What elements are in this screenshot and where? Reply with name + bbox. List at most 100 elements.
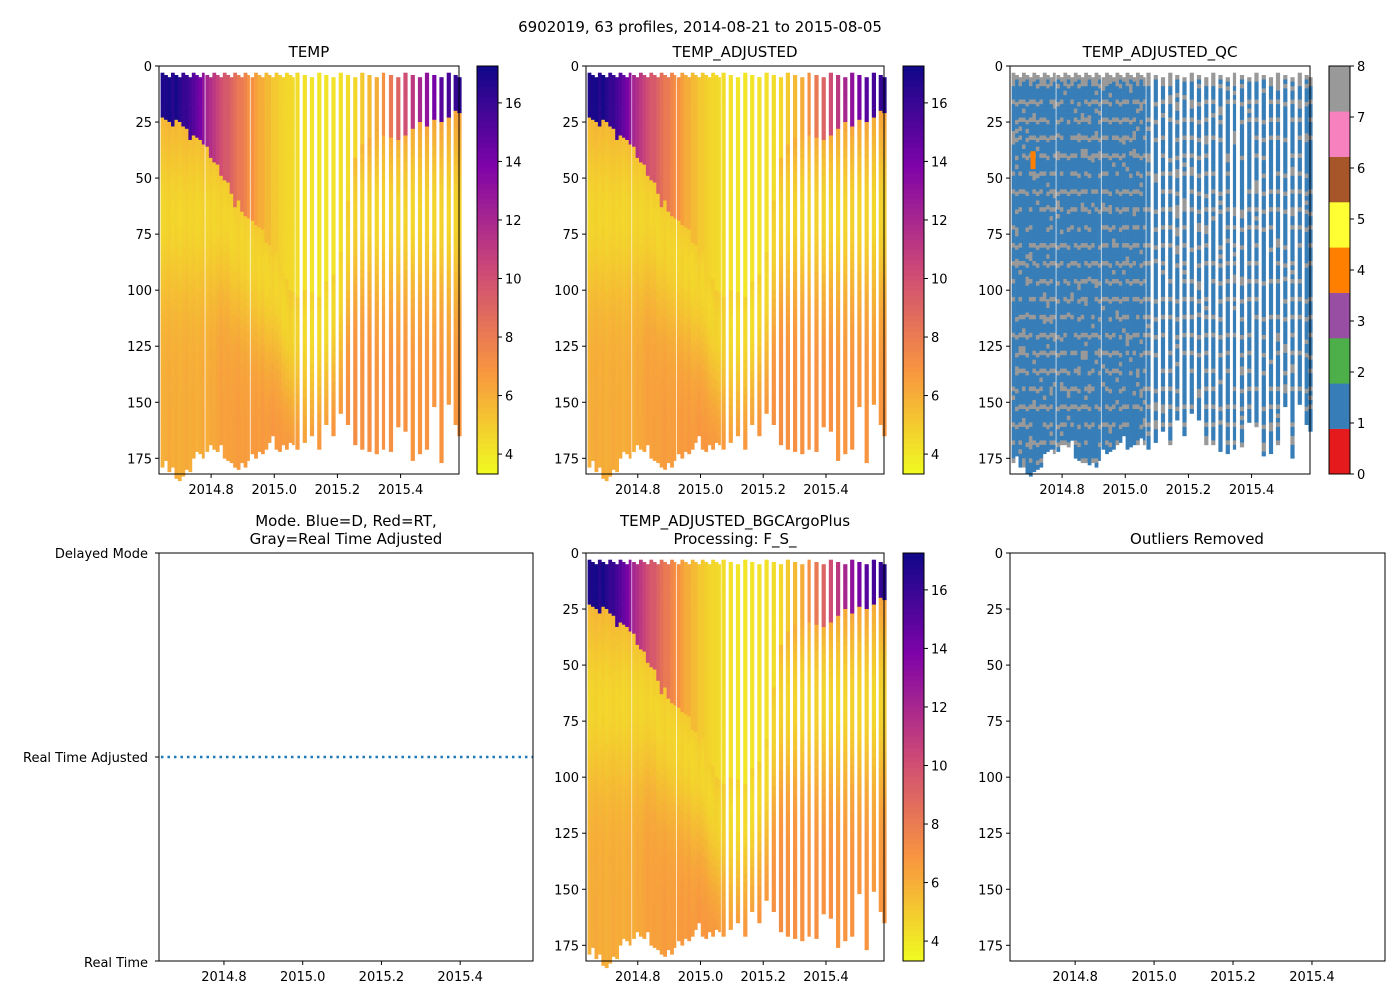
heatmap-cell (208, 283, 213, 293)
heatmap-cell (453, 370, 458, 381)
heatmap-cell (750, 137, 755, 147)
heatmap-cell (381, 359, 386, 369)
heatmap-cell (396, 400, 401, 410)
heatmap-cell (254, 395, 258, 405)
heatmap-cell (778, 220, 784, 230)
heatmap-cell (666, 211, 671, 221)
heatmap-cell (793, 254, 798, 264)
heatmap-cell (295, 216, 300, 226)
heatmap-cell (198, 157, 203, 168)
heatmap-cell (302, 75, 307, 85)
heatmap-cell (757, 426, 762, 437)
heatmap-cell (222, 359, 227, 369)
heatmap-cell (750, 263, 755, 273)
heatmap-cell (700, 234, 705, 244)
heatmap-cell (250, 247, 255, 257)
heatmap-cell (177, 211, 182, 221)
heatmap-cell (677, 247, 681, 257)
heatmap-cell (174, 317, 179, 327)
heatmap-cell (201, 153, 205, 163)
heatmap-cell (639, 99, 643, 109)
heatmap-cell (694, 397, 698, 408)
heatmap-cell (198, 418, 203, 428)
heatmap-cell (417, 274, 423, 284)
heatmap-cell (649, 359, 654, 369)
heatmap-cell (807, 216, 811, 226)
heatmap-cell (594, 337, 599, 347)
heatmap-cell (174, 200, 179, 210)
heatmap-cell (274, 90, 279, 100)
heatmap-cell (177, 301, 182, 311)
heatmap-cell (236, 272, 241, 282)
heatmap-cell (288, 397, 293, 408)
heatmap-cell (645, 166, 650, 177)
heatmap-cell (652, 344, 657, 354)
heatmap-cell (632, 281, 636, 291)
heatmap-cell (771, 173, 776, 183)
heatmap-cell (261, 104, 265, 114)
heatmap-cell (673, 424, 677, 434)
heatmap-cell (261, 301, 265, 311)
heatmap-cell (261, 373, 265, 383)
heatmap-cell (680, 180, 685, 190)
heatmap-cell (587, 144, 592, 154)
heatmap-cell (417, 113, 423, 123)
heatmap-cell (604, 122, 609, 132)
heatmap-cell (374, 211, 379, 221)
heatmap-cell (683, 290, 688, 300)
heatmap-cell (191, 270, 196, 280)
heatmap-cell (721, 323, 726, 334)
heatmap-cell (257, 236, 262, 246)
heatmap-cell (254, 413, 258, 423)
heatmap-cell (604, 77, 609, 87)
heatmap-cell (215, 299, 220, 309)
heatmap-cell (439, 77, 444, 87)
heatmap-cell (680, 431, 685, 441)
heatmap-cell (191, 216, 196, 226)
heatmap-cell (247, 155, 250, 165)
heatmap-cell (331, 400, 336, 410)
heatmap-cell (750, 352, 755, 363)
heatmap-cell (656, 184, 661, 195)
heatmap-cell (236, 451, 241, 461)
heatmap-cell (338, 332, 343, 343)
colorbar-segment (477, 264, 498, 271)
heatmap-cell (608, 180, 613, 190)
heatmap-cell (177, 283, 182, 293)
heatmap-cell (807, 252, 811, 262)
heatmap-cell (281, 409, 286, 419)
heatmap-cell (453, 352, 458, 363)
heatmap-cell (215, 155, 220, 165)
heatmap-cell (635, 391, 640, 401)
heatmap-cell (264, 413, 269, 423)
heatmap-cell (250, 409, 255, 419)
heatmap-cell (645, 131, 650, 141)
heatmap-cell (750, 317, 755, 327)
heatmap-cell (666, 346, 671, 356)
heatmap-cell (800, 435, 805, 446)
heatmap-cell (683, 424, 688, 434)
heatmap-cell (728, 236, 733, 246)
heatmap-cell (778, 292, 784, 302)
heatmap-cell (793, 344, 798, 354)
heatmap-cell (353, 184, 358, 195)
heatmap-cell (243, 270, 248, 280)
heatmap-cell (247, 370, 250, 381)
heatmap-cell (453, 344, 458, 354)
heatmap-cell (267, 272, 272, 282)
heatmap-cell (750, 173, 755, 183)
heatmap-cell (704, 155, 709, 165)
heatmap-cell (184, 75, 189, 85)
heatmap-cell (604, 471, 609, 482)
heatmap-cell (257, 164, 262, 174)
heatmap-cell (587, 368, 592, 378)
heatmap-cell (222, 234, 227, 244)
heatmap-cell (690, 207, 695, 217)
heatmap-cell (222, 413, 227, 423)
heatmap-cell (728, 83, 733, 94)
heatmap-cell (694, 83, 698, 94)
heatmap-cell (757, 184, 762, 195)
heatmap-cell (226, 182, 231, 192)
heatmap-cell (291, 77, 295, 87)
heatmap-cell (597, 135, 602, 145)
